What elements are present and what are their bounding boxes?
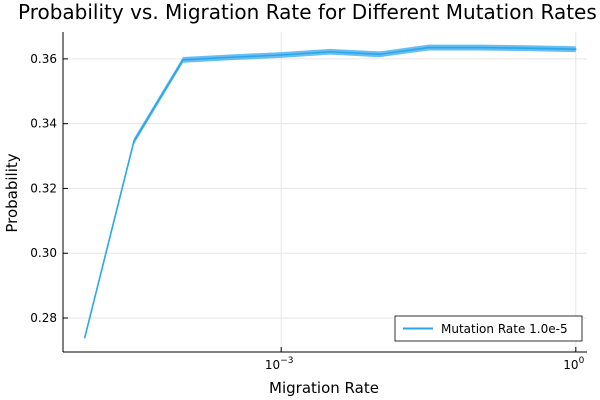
data-point [476, 46, 479, 49]
data-point [133, 140, 135, 143]
legend-label: Mutation Rate 1.0e-5 [441, 322, 568, 336]
confidence-band [84, 44, 576, 340]
data-point [182, 59, 184, 61]
y-tick-label: 0.32 [30, 181, 57, 195]
y-tick-label: 0.36 [30, 52, 57, 66]
y-tick-label: 0.30 [30, 246, 57, 260]
series-layer [83, 44, 577, 340]
x-axis-label: Migration Rate [269, 379, 379, 397]
data-point [427, 46, 430, 49]
data-point [83, 336, 86, 339]
data-point [231, 56, 233, 59]
data-point [525, 47, 528, 49]
data-point [329, 50, 332, 53]
y-tick-label: 0.34 [30, 117, 57, 131]
legend: Mutation Rate 1.0e-5 [394, 315, 583, 342]
y-axis-label: Probability [3, 153, 21, 232]
grid [63, 32, 587, 352]
data-point [378, 53, 381, 56]
x-tick-label: 100 [563, 356, 584, 372]
data-point [575, 48, 577, 50]
series-line [84, 46, 576, 338]
y-ticks: 0.28 0.30 0.32 0.34 0.36 [30, 52, 68, 325]
data-point [280, 54, 282, 56]
x-ticks: 10−3 100 [265, 347, 585, 372]
chart-title: Probability vs. Migration Rate for Diffe… [18, 0, 597, 24]
y-tick-label: 0.28 [30, 311, 57, 325]
x-tick-label: 10−3 [265, 356, 294, 372]
